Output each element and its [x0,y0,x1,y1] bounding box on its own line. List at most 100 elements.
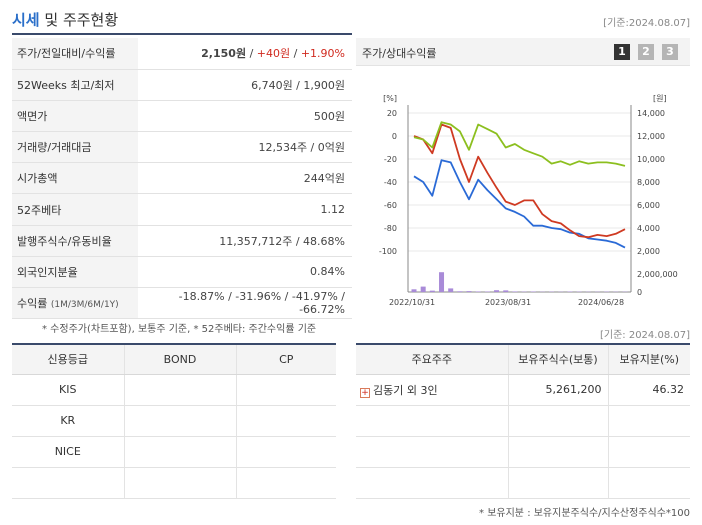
y-right-unit: [원] [653,94,667,103]
expand-plus-icon[interactable]: + [360,387,370,398]
credit-bond [124,436,237,468]
y-right-tick-label: 10,000 [637,155,665,164]
quote-label: 수익률 (1M/3M/6M/1Y) [12,287,138,320]
quote-value: 500원 [138,100,352,133]
header-divider [12,33,352,35]
quote-row-shares: 발행주식수/유동비율 11,357,712주 / 48.68% [12,225,352,257]
rate-value: +1.90% [300,47,345,61]
y-left-tick-label: 20 [387,109,397,118]
holders-header: 보유주식수(보통) [508,345,609,375]
volume-tick-label: 2,000,000 [637,270,678,279]
holders-header: 주요주주 [356,345,509,375]
y-left-tick-label: -60 [384,201,397,210]
y-left-unit: [%] [383,94,397,103]
holder-name-cell[interactable]: + 김동기 외 3인 [356,374,509,406]
credit-cp [236,405,336,437]
quote-value: 6,740원 / 1,900원 [138,69,352,101]
credit-header-row: 신용등급 BOND CP [12,345,336,375]
page-title: 시세 및 주주현황 [12,9,118,30]
volume-bar [439,272,445,292]
quote-row-52weeks: 52Weeks 최고/최저 6,740원 / 1,900원 [12,69,352,101]
holders-header: 보유지분(%) [608,345,690,375]
quote-row-return: 수익률 (1M/3M/6M/1Y) -18.87% / -31.96% / -4… [12,287,352,320]
volume-tick-label: 0 [637,288,642,297]
table-row [356,436,690,468]
y-right-tick-label: 8,000 [637,178,660,187]
volume-bar [512,291,518,292]
quote-label: 발행주식수/유동비율 [12,225,138,257]
table-row: KR [12,405,336,437]
credit-agency: KIS [12,374,125,406]
table-row: + 김동기 외 3인 5,261,200 46.32 [356,374,690,406]
quote-label: 주가/전일대비/수익률 [12,38,138,70]
credit-header: 신용등급 [12,345,125,375]
y-left-tick-label: -100 [379,247,397,256]
table-row [12,467,336,499]
quote-value: 2,150원 / +40원 / +1.90% [138,38,352,70]
volume-bar [411,289,417,292]
volume-bar [457,291,463,292]
chart-page-1-button[interactable]: 1 [614,44,630,60]
x-tick-label: 2024/06/28 [578,298,624,307]
volume-bar [494,290,500,292]
credit-header: CP [236,345,336,375]
change-value: +40원 [256,47,291,61]
y-left-tick-label: -40 [384,178,397,187]
quote-label: 시가총액 [12,162,138,195]
x-tick-label: 2022/10/31 [389,298,435,307]
credit-divider [12,343,336,345]
quote-table: 주가/전일대비/수익률 2,150원 / +40원 / +1.90% 52Wee… [12,38,352,320]
major-shareholders-table: 주요주주 보유주식수(보통) 보유지분(%) + 김동기 외 3인 5,261,2… [356,345,690,499]
x-tick-label: 2023/08/31 [485,298,531,307]
holder-pct: 46.32 [608,374,690,406]
credit-agency: KR [12,405,125,437]
y-right-tick-label: 4,000 [637,224,660,233]
quote-value: 1.12 [138,193,352,226]
volume-bar [475,291,481,292]
credit-agency [12,467,125,499]
quote-value: 11,357,712주 / 48.68% [138,225,352,257]
credit-cp [236,374,336,406]
quote-row-foreign: 외국인지분율 0.84% [12,256,352,289]
separator: / [246,47,257,61]
title-rest: 및 주주현황 [39,11,119,29]
quote-label: 외국인지분율 [12,256,138,289]
quote-row-marketcap: 시가총액 244억원 [12,162,352,195]
title-highlight: 시세 [12,11,40,29]
quote-label: 52주베타 [12,193,138,226]
credit-header: BOND [124,345,237,375]
volume-bar [503,290,509,292]
separator: / [290,47,301,61]
chart-title: 주가/상대수익률 [362,47,437,60]
holder-name[interactable]: 김동기 외 3인 [373,383,438,397]
quote-value: -18.87% / -31.96% / -41.97% / -66.72% [138,287,352,320]
holders-footnote: * 보유지분 : 보유지분주식수/지수산정주식수*100 [479,508,690,519]
credit-rating-table: 신용등급 BOND CP KIS KR NICE [12,345,336,499]
series-line [413,159,626,249]
y-right-tick-label: 2,000 [637,247,660,256]
chart-panel: 주가/상대수익률 1 2 3 20 0 -20 -40 -60 -80 -100 14,000… [356,38,690,309]
credit-bond [124,374,237,406]
table-row: NICE [12,436,336,468]
holder-shares: 5,261,200 [508,374,609,406]
base-date: [기준:2024.08.07] [603,18,690,29]
quote-label: 액면가 [12,100,138,133]
quote-label: 52Weeks 최고/최저 [12,69,138,101]
series-line [413,121,626,167]
price-value: 2,150원 [201,47,247,61]
quote-row-price: 주가/전일대비/수익률 2,150원 / +40원 / +1.90% [12,38,352,70]
quote-footnote-date: [기준: 2024.08.07] [599,330,690,341]
return-period-label: (1M/3M/6M/1Y) [50,300,119,311]
quote-label: 거래량/거래대금 [12,131,138,164]
quote-row-par: 액면가 500원 [12,100,352,133]
chart-page-3-button[interactable]: 3 [662,44,678,60]
quote-value: 12,534주 / 0억원 [138,131,352,164]
volume-bar [420,286,426,292]
y-right-tick-label: 12,000 [637,132,665,141]
volume-bar [466,291,472,292]
chart-header: 주가/상대수익률 1 2 3 [356,38,690,66]
series-line [413,123,626,239]
quote-value: 244억원 [138,162,352,195]
credit-bond [124,405,237,437]
chart-page-2-button[interactable]: 2 [638,44,654,60]
